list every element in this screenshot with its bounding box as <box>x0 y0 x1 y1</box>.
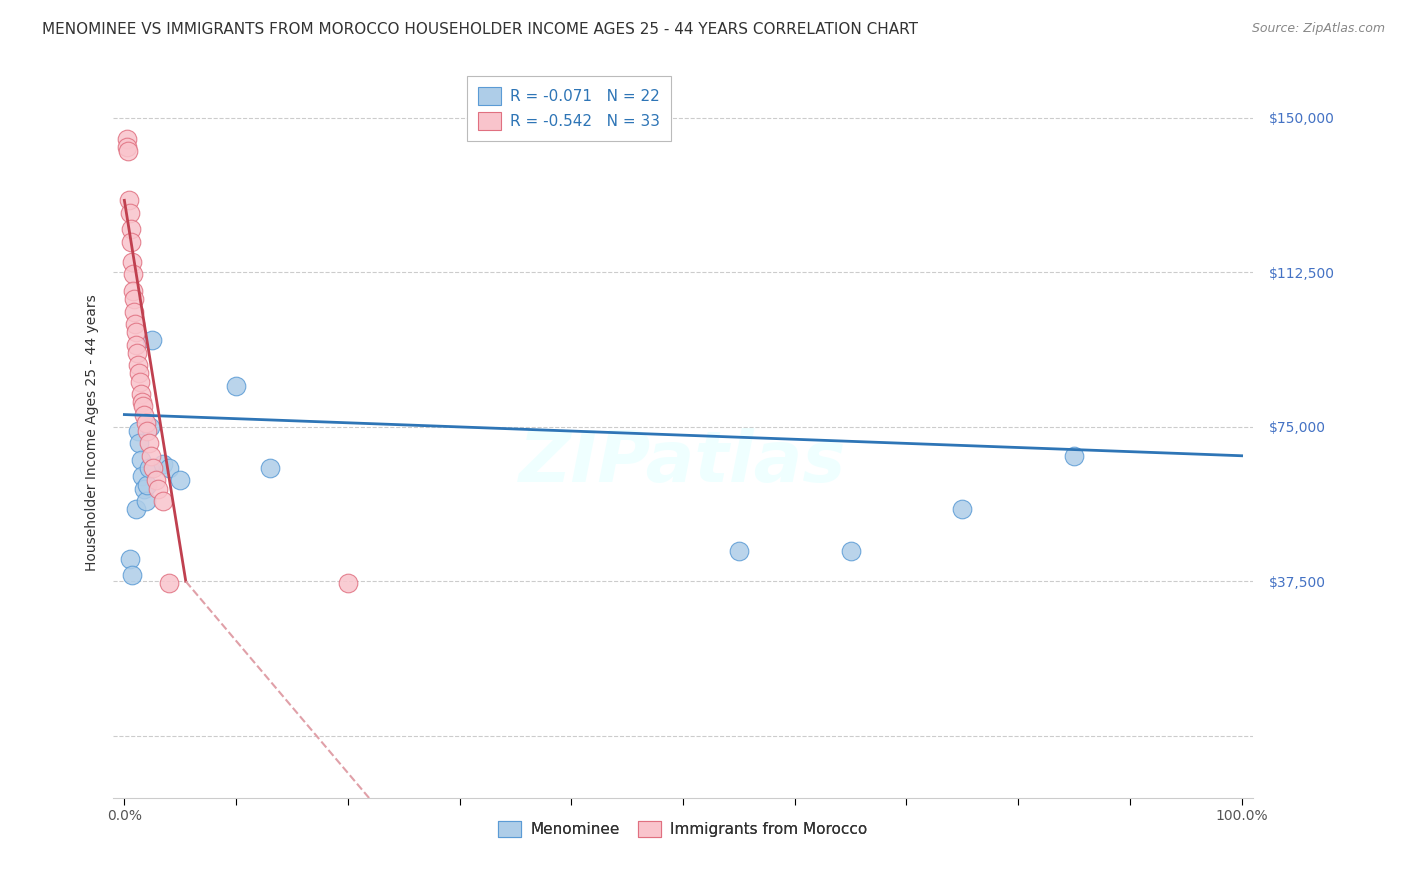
Y-axis label: Householder Income Ages 25 - 44 years: Householder Income Ages 25 - 44 years <box>86 294 100 572</box>
Point <box>157 576 180 591</box>
Point <box>121 568 143 582</box>
Point <box>139 420 162 434</box>
Text: MENOMINEE VS IMMIGRANTS FROM MOROCCO HOUSEHOLDER INCOME AGES 25 - 44 YEARS CORRE: MENOMINEE VS IMMIGRANTS FROM MOROCCO HOU… <box>42 22 918 37</box>
Point <box>169 474 191 488</box>
Point <box>124 502 146 516</box>
Point <box>134 408 156 422</box>
Point <box>839 543 862 558</box>
Point <box>152 494 174 508</box>
Point <box>1063 449 1085 463</box>
Point <box>118 551 141 566</box>
Point <box>727 543 749 558</box>
Point <box>259 461 281 475</box>
Point <box>115 140 138 154</box>
Point <box>120 235 142 249</box>
Point <box>138 436 160 450</box>
Legend: Menominee, Immigrants from Morocco: Menominee, Immigrants from Morocco <box>491 814 875 845</box>
Point <box>950 502 973 516</box>
Point <box>141 334 163 348</box>
Point <box>122 284 145 298</box>
Point <box>152 457 174 471</box>
Point <box>118 205 141 219</box>
Point <box>129 375 152 389</box>
Point <box>135 494 157 508</box>
Point <box>131 469 153 483</box>
Point <box>121 268 143 282</box>
Point <box>135 424 157 438</box>
Point <box>128 367 150 381</box>
Point <box>124 325 146 339</box>
Point <box>135 416 157 430</box>
Point <box>141 449 163 463</box>
Point <box>122 292 145 306</box>
Point <box>118 194 141 208</box>
Point <box>124 304 146 318</box>
Point <box>146 482 169 496</box>
Point <box>336 576 359 591</box>
Point <box>125 337 148 351</box>
Point <box>132 400 155 414</box>
Text: Source: ZipAtlas.com: Source: ZipAtlas.com <box>1251 22 1385 36</box>
Point <box>128 436 150 450</box>
Point <box>115 131 138 145</box>
Text: ZIPatlas: ZIPatlas <box>519 428 846 497</box>
Point <box>225 378 247 392</box>
Point <box>120 222 142 236</box>
Point <box>135 477 157 491</box>
Point <box>157 461 180 475</box>
Point <box>127 424 149 438</box>
Point <box>145 474 167 488</box>
Point <box>138 461 160 475</box>
Point <box>129 453 152 467</box>
Point <box>117 144 139 158</box>
Point <box>131 395 153 409</box>
Point <box>142 461 165 475</box>
Point <box>124 317 146 331</box>
Point <box>134 482 156 496</box>
Point <box>125 345 148 359</box>
Point <box>127 358 149 372</box>
Point <box>129 387 152 401</box>
Point <box>121 255 143 269</box>
